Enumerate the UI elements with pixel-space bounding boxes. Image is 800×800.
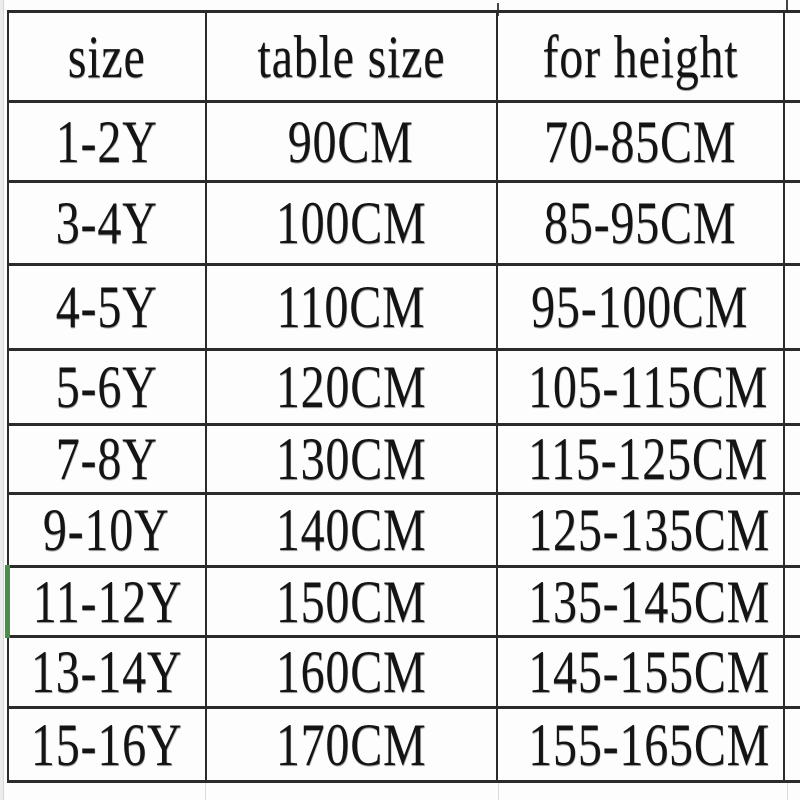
column-header-for-height[interactable]: for height [495,10,785,103]
extra-cell[interactable] [782,635,800,709]
gridline-tick [786,0,788,13]
table-size-cell[interactable]: 170CM [204,706,498,783]
header-row: size table size for height [6,10,800,103]
height-cell[interactable]: 85-95CM [495,180,785,266]
height-value: 105-115CM [527,354,768,420]
height-value: 145-155CM [527,639,770,705]
table-row: 11-12Y 150CM 135-145CM [5,565,800,638]
table-row: 7-8Y 130CM 115-125CM [6,423,800,495]
column-header-label: size [67,23,146,90]
table-size-cell[interactable]: 120CM [204,348,498,426]
size-cell[interactable]: 4-5Y [6,263,207,351]
table-size-cell[interactable]: 90CM [204,100,498,183]
height-cell[interactable]: 70-85CM [495,100,785,183]
size-cell[interactable]: 11-12Y [5,565,207,638]
size-value: 15-16Y [30,711,183,778]
table-size-value: 150CM [275,568,427,635]
size-value: 4-5Y [55,274,158,340]
extra-cell[interactable] [782,423,800,495]
faint-gridline [205,783,206,800]
table-row: 13-14Y 160CM 145-155CM [6,635,800,709]
height-cell[interactable]: 105-115CM [495,348,785,426]
table-size-value: 90CM [288,108,414,175]
height-cell[interactable]: 95-100CM [495,263,785,351]
height-cell[interactable]: 135-145CM [495,565,785,638]
column-header-extra[interactable] [782,10,800,103]
table-row: 1-2Y 90CM 70-85CM [6,100,800,183]
height-value: 135-145CM [527,568,770,635]
table-size-cell[interactable]: 100CM [204,180,498,266]
extra-cell[interactable] [782,492,800,568]
height-value: 115-125CM [527,426,768,492]
height-cell[interactable]: 115-125CM [495,423,785,495]
faint-gridline [787,783,788,800]
table-row: 9-10Y 140CM 125-135CM [6,492,800,568]
table-size-cell[interactable]: 150CM [204,565,498,638]
table-size-value: 100CM [275,190,427,256]
size-value: 3-4Y [55,190,158,256]
size-value: 9-10Y [43,497,170,563]
table-size-value: 130CM [275,426,427,492]
table-size-value: 160CM [275,639,427,705]
table-body: 1-2Y 90CM 70-85CM 3-4Y 100CM 85-95CM 4-5… [5,100,800,783]
extra-cell[interactable] [782,263,800,351]
table-row: 3-4Y 100CM 85-95CM [6,180,800,266]
extra-cell[interactable] [782,706,800,783]
height-cell[interactable]: 145-155CM [495,635,785,709]
size-value: 5-6Y [55,354,158,420]
height-value: 95-100CM [531,274,749,340]
height-cell[interactable]: 125-135CM [495,492,785,568]
size-cell[interactable]: 1-2Y [6,100,207,183]
height-value: 85-95CM [543,190,737,256]
height-value: 155-165CM [527,711,770,778]
column-header-label: table size [257,23,445,90]
table-size-cell[interactable]: 130CM [204,423,498,495]
gridline-tick [497,3,499,16]
table-size-cell[interactable]: 160CM [204,635,498,709]
table-size-value: 140CM [275,497,427,563]
extra-cell[interactable] [782,100,800,183]
height-value: 125-135CM [527,497,770,563]
column-header-label: for height [542,23,738,90]
extra-cell[interactable] [782,348,800,426]
column-header-table-size[interactable]: table size [204,10,498,103]
table-header: size table size for height [6,10,800,103]
size-cell[interactable]: 7-8Y [6,423,207,495]
table-size-cell[interactable]: 140CM [204,492,498,568]
table-row: 5-6Y 120CM 105-115CM [6,348,800,426]
table-size-value: 120CM [275,354,427,420]
size-cell[interactable]: 9-10Y [6,492,207,568]
height-value: 70-85CM [543,108,737,175]
size-value: 1-2Y [55,108,158,175]
sheet-edge-strip [0,0,4,800]
table-row: 4-5Y 110CM 95-100CM [6,263,800,351]
size-value: 7-8Y [55,426,158,492]
size-chart-table: size table size for height 1-2Y 90CM 70-… [5,10,800,783]
size-cell[interactable]: 3-4Y [6,180,207,266]
table-row: 15-16Y 170CM 155-165CM [6,706,800,783]
table-size-cell[interactable]: 110CM [204,263,498,351]
faint-gridline [498,783,499,800]
size-cell[interactable]: 15-16Y [6,706,207,783]
column-header-size[interactable]: size [6,10,207,103]
extra-cell[interactable] [782,565,800,638]
size-value: 11-12Y [32,568,183,635]
size-cell[interactable]: 5-6Y [6,348,207,426]
height-cell[interactable]: 155-165CM [495,706,785,783]
table-size-value: 110CM [276,274,426,340]
size-cell[interactable]: 13-14Y [6,635,207,709]
size-value: 13-14Y [30,639,183,705]
table-size-value: 170CM [275,711,427,778]
extra-cell[interactable] [782,180,800,266]
